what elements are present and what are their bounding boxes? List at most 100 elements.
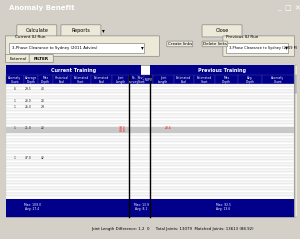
FancyBboxPatch shape (202, 25, 242, 37)
Bar (6, 190, 294, 193)
Bar (153, 76, 173, 84)
Text: Joint Length Difference: 1.2  0     Total Joints: 13079  Matched Joints: 13613 (: Joint Length Difference: 1.2 0 Total Joi… (91, 228, 254, 231)
Bar (6, 154, 294, 157)
Text: 23.0: 23.0 (25, 99, 32, 103)
Bar (6, 76, 24, 84)
Bar (6, 139, 294, 142)
Bar (6, 114, 294, 118)
Text: 1: 1 (14, 105, 16, 109)
Bar (6, 105, 294, 109)
Text: 1: 1 (14, 157, 16, 160)
Text: Estimated
End: Estimated End (176, 76, 191, 84)
Bar (6, 193, 294, 196)
Bar (150, 65, 294, 76)
Text: 38.3: 38.3 (119, 126, 125, 130)
Text: Anomaly Benefit: Anomaly Benefit (9, 5, 75, 11)
Text: Create links: Create links (168, 42, 192, 46)
Bar (6, 93, 294, 96)
Bar (6, 145, 294, 148)
Bar (6, 151, 294, 154)
Text: 22: 22 (41, 126, 45, 130)
Bar (6, 181, 294, 184)
Text: Avg: 13.6: Avg: 13.6 (216, 207, 231, 211)
FancyBboxPatch shape (223, 36, 295, 56)
Text: Estimated
Start: Estimated Start (197, 76, 212, 84)
Bar (6, 166, 294, 169)
FancyBboxPatch shape (6, 54, 30, 63)
Text: 1: 1 (14, 99, 16, 103)
Bar (295, 76, 298, 93)
Bar (6, 136, 294, 139)
Text: Max
Depth: Max Depth (41, 76, 50, 84)
Text: Avg: 27.4: Avg: 27.4 (25, 207, 40, 211)
Bar (6, 187, 294, 190)
Bar (138, 76, 144, 84)
Bar (112, 76, 129, 84)
Bar (6, 127, 294, 130)
Bar (6, 118, 294, 120)
Bar (6, 148, 294, 151)
Bar (91, 76, 112, 84)
Text: Avg: 8.1: Avg: 8.1 (135, 207, 147, 211)
Bar (6, 87, 294, 90)
Text: Rev_
Start: Rev_ Start (137, 76, 145, 84)
Text: 21.0: 21.0 (25, 126, 32, 130)
Text: Max: 13.9: Max: 13.9 (134, 203, 148, 207)
Bar (6, 109, 294, 111)
Text: ✕: ✕ (294, 5, 300, 11)
Text: Estimated
End: Estimated End (94, 76, 109, 84)
Text: Max
Depth: Max Depth (222, 76, 231, 84)
Text: Anomaly
Count: Anomaly Count (271, 76, 284, 84)
Text: Max: 92.5: Max: 92.5 (216, 203, 231, 207)
Bar (6, 96, 294, 99)
Bar (6, 65, 141, 76)
Text: Previous ILI Run: Previous ILI Run (226, 35, 259, 39)
Bar (6, 184, 294, 187)
Text: Re-
survey: Re- survey (129, 76, 139, 84)
Text: Estimated
Start: Estimated Start (73, 76, 88, 84)
Bar (6, 178, 294, 181)
Text: MLPV: MLPV (145, 78, 152, 82)
FancyBboxPatch shape (61, 25, 101, 37)
Text: ▾: ▾ (285, 45, 288, 50)
Bar (38, 76, 53, 84)
FancyBboxPatch shape (226, 43, 289, 53)
Text: Reports: Reports (71, 28, 90, 33)
Text: Calculate: Calculate (26, 28, 48, 33)
Bar (53, 76, 70, 84)
Bar (6, 99, 294, 102)
Bar (173, 76, 194, 84)
Bar (262, 76, 294, 84)
Bar (6, 133, 294, 136)
Bar (6, 199, 294, 217)
Text: Delete links: Delete links (203, 42, 227, 46)
Bar (194, 76, 215, 84)
Text: Average
Depth: Average Depth (25, 76, 37, 84)
Bar (24, 76, 38, 84)
Text: External: External (9, 57, 26, 61)
Bar (6, 124, 294, 127)
Text: 42: 42 (41, 157, 45, 160)
Text: Max: 109.0: Max: 109.0 (24, 203, 41, 207)
Text: Close: Close (215, 28, 229, 33)
Text: 28: 28 (41, 99, 45, 103)
Text: _: _ (277, 5, 281, 11)
Text: Historical
End: Historical End (55, 76, 69, 84)
Text: Previous Training: Previous Training (198, 67, 246, 72)
Text: 29.5: 29.5 (25, 87, 32, 91)
Bar (6, 142, 294, 145)
Text: Avg
Depth: Avg Depth (245, 76, 254, 84)
Text: 47.0: 47.0 (25, 157, 32, 160)
Bar (295, 65, 298, 217)
Text: Joint
Length: Joint Length (158, 76, 168, 84)
Bar (6, 130, 294, 133)
Bar (6, 65, 294, 217)
FancyBboxPatch shape (17, 25, 57, 37)
Bar (129, 76, 138, 84)
Text: 40.8: 40.8 (119, 129, 125, 133)
FancyBboxPatch shape (9, 43, 144, 53)
Bar (6, 160, 294, 163)
Text: 6: 6 (14, 87, 16, 91)
Text: 29: 29 (41, 105, 45, 109)
Bar (6, 175, 294, 178)
